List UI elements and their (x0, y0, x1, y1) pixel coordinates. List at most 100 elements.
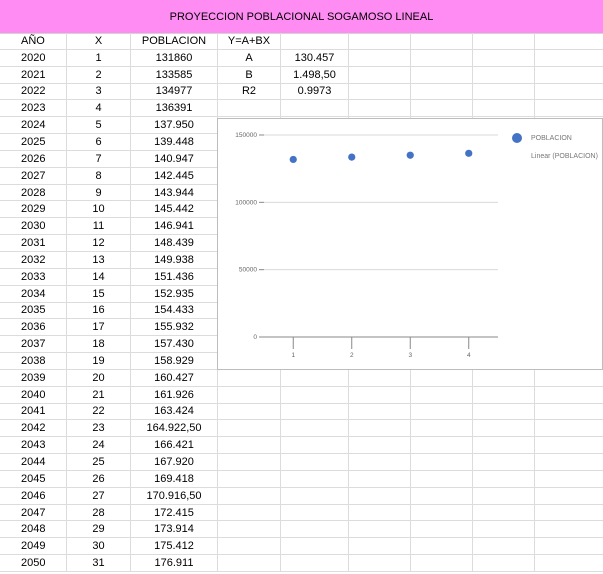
empty-cell[interactable] (535, 420, 603, 436)
empty-cell[interactable] (218, 369, 281, 386)
scatter-chart[interactable]: 0 50000 100000 150000 1 2 3 4 POBLACION Linear (P… (217, 118, 603, 370)
cell-year[interactable]: 2023 (0, 100, 67, 117)
empty-cell[interactable] (473, 66, 535, 83)
cell-x[interactable]: 9 (67, 184, 131, 201)
cell-x[interactable]: 24 (67, 437, 131, 454)
empty-cell[interactable] (349, 454, 411, 470)
empty-cell[interactable] (281, 504, 349, 521)
empty-cell[interactable] (473, 403, 535, 420)
cell-x[interactable]: 5 (67, 117, 131, 134)
empty-cell[interactable] (349, 521, 411, 538)
empty-cell[interactable] (411, 66, 473, 83)
empty-cell[interactable] (281, 33, 349, 49)
cell-population[interactable]: 175.412 (131, 538, 218, 555)
empty-cell[interactable] (281, 437, 349, 454)
empty-cell[interactable] (473, 521, 535, 538)
empty-cell[interactable] (349, 403, 411, 420)
cell-population[interactable]: 148.439 (131, 235, 218, 251)
empty-cell[interactable] (411, 100, 473, 117)
cell-population[interactable]: 166.421 (131, 437, 218, 454)
empty-cell[interactable] (411, 487, 473, 504)
empty-cell[interactable] (411, 555, 473, 571)
cell-year[interactable]: 2028 (0, 184, 67, 201)
cell-x[interactable]: 6 (67, 134, 131, 150)
cell-x[interactable]: 29 (67, 521, 131, 538)
empty-cell[interactable] (349, 83, 411, 100)
empty-cell[interactable] (473, 555, 535, 571)
empty-cell[interactable] (535, 50, 603, 66)
empty-cell[interactable] (281, 420, 349, 437)
cell-year[interactable]: 2032 (0, 251, 67, 268)
cell-x[interactable]: 2 (67, 66, 131, 83)
empty-cell[interactable] (535, 471, 603, 487)
empty-cell[interactable] (535, 84, 603, 100)
cell-population[interactable]: 173.914 (131, 521, 218, 538)
cell-population[interactable]: 137.950 (131, 117, 218, 134)
cell-population[interactable]: 140.947 (131, 150, 218, 167)
empty-cell[interactable] (349, 437, 411, 454)
cell-year[interactable]: 2022 (0, 83, 67, 100)
empty-cell[interactable] (281, 487, 349, 504)
cell-x[interactable]: 11 (67, 218, 131, 235)
cell-population[interactable]: 142.445 (131, 167, 218, 184)
empty-cell[interactable] (535, 100, 603, 116)
sheet-title[interactable]: PROYECCION POBLACIONAL SOGAMOSO LINEAL (0, 0, 603, 34)
empty-cell[interactable] (411, 454, 473, 470)
empty-cell[interactable] (218, 504, 281, 521)
cell-x[interactable]: 10 (67, 201, 131, 218)
cell-population[interactable]: 172.415 (131, 504, 218, 521)
empty-cell[interactable] (349, 386, 411, 403)
empty-cell[interactable] (349, 66, 411, 83)
empty-cell[interactable] (473, 386, 535, 403)
cell-year[interactable]: 2030 (0, 218, 67, 235)
cell-year[interactable]: 2034 (0, 285, 67, 302)
cell-population[interactable]: 164.922,50 (131, 420, 218, 437)
empty-cell[interactable] (411, 470, 473, 487)
empty-cell[interactable] (535, 454, 603, 470)
empty-cell[interactable] (349, 470, 411, 487)
empty-cell[interactable] (281, 521, 349, 538)
empty-cell[interactable] (473, 49, 535, 66)
cell-population[interactable]: 155.932 (131, 319, 218, 336)
cell-year[interactable]: 2033 (0, 268, 67, 285)
empty-cell[interactable] (535, 370, 603, 386)
cell-x[interactable]: 13 (67, 251, 131, 268)
empty-cell[interactable] (473, 504, 535, 521)
cell-year[interactable]: 2037 (0, 336, 67, 353)
cell-year[interactable]: 2043 (0, 437, 67, 454)
empty-cell[interactable] (218, 100, 281, 117)
empty-cell[interactable] (535, 404, 603, 420)
cell-year[interactable]: 2036 (0, 319, 67, 336)
empty-cell[interactable] (218, 521, 281, 538)
param-label[interactable]: A (218, 49, 281, 66)
cell-x[interactable]: 15 (67, 285, 131, 302)
cell-year[interactable]: 2040 (0, 386, 67, 403)
cell-x[interactable]: 14 (67, 268, 131, 285)
empty-cell[interactable] (535, 505, 603, 521)
cell-population[interactable]: 151.436 (131, 268, 218, 285)
cell-x[interactable]: 25 (67, 454, 131, 470)
cell-population[interactable]: 152.935 (131, 285, 218, 302)
empty-cell[interactable] (349, 487, 411, 504)
empty-cell[interactable] (349, 420, 411, 437)
empty-cell[interactable] (411, 83, 473, 100)
empty-cell[interactable] (281, 454, 349, 470)
empty-cell[interactable] (473, 100, 535, 117)
cell-year[interactable]: 2031 (0, 235, 67, 251)
cell-year[interactable]: 2025 (0, 134, 67, 150)
cell-year[interactable]: 2035 (0, 302, 67, 319)
empty-cell[interactable] (218, 403, 281, 420)
cell-year[interactable]: 2039 (0, 369, 67, 386)
empty-cell[interactable] (218, 538, 281, 555)
cell-population[interactable]: 163.424 (131, 403, 218, 420)
empty-cell[interactable] (218, 420, 281, 437)
cell-population[interactable]: 134977 (131, 83, 218, 100)
empty-cell[interactable] (473, 538, 535, 555)
param-value[interactable]: 130.457 (281, 49, 349, 66)
empty-cell[interactable] (411, 369, 473, 386)
empty-cell[interactable] (349, 369, 411, 386)
cell-x[interactable]: 30 (67, 538, 131, 555)
empty-cell[interactable] (473, 369, 535, 386)
cell-population[interactable]: 170.916,50 (131, 487, 218, 504)
empty-cell[interactable] (473, 420, 535, 437)
